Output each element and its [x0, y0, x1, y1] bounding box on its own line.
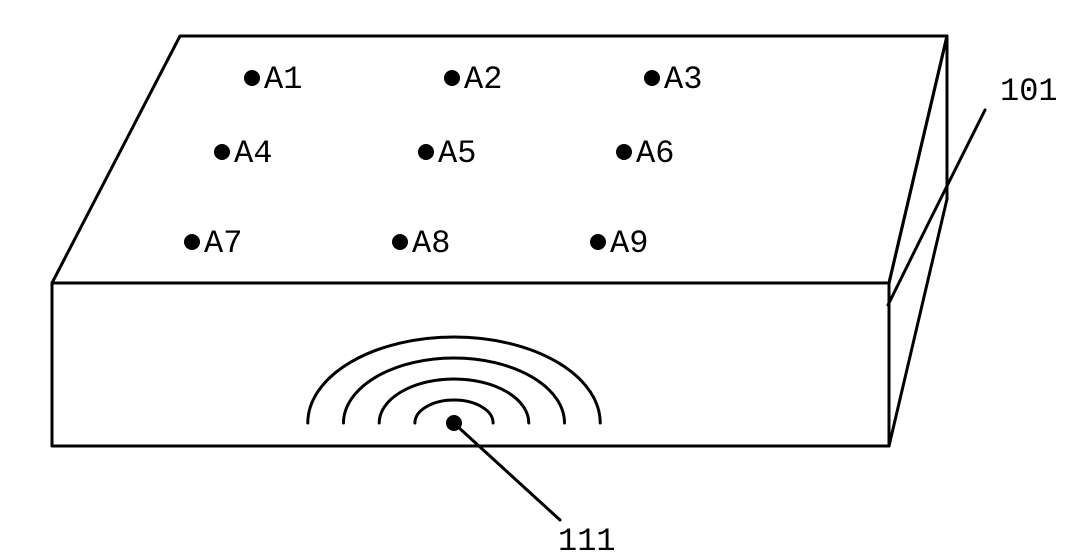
callout-label-101: 101 [1000, 73, 1058, 110]
point-a6 [616, 144, 632, 160]
label-a4: A4 [234, 135, 272, 172]
callout-label-111: 111 [558, 523, 616, 560]
label-a6: A6 [636, 135, 674, 172]
label-a9: A9 [610, 225, 648, 262]
label-a5: A5 [438, 135, 476, 172]
point-a7 [184, 234, 200, 250]
label-a8: A8 [412, 225, 450, 262]
label-a7: A7 [204, 225, 242, 262]
diagram-svg: A1 A2 A3 A4 A5 A6 A7 A8 A9 101 111 [0, 0, 1092, 560]
point-a9 [590, 234, 606, 250]
point-a2 [444, 70, 460, 86]
point-a8 [392, 234, 408, 250]
box-front-face [52, 283, 889, 446]
point-a4 [214, 144, 230, 160]
callout-line-101 [888, 110, 985, 305]
label-a1: A1 [264, 61, 302, 98]
label-a2: A2 [464, 61, 502, 98]
emitter-arc-3 [344, 358, 565, 423]
point-a5 [418, 144, 434, 160]
label-a3: A3 [664, 61, 702, 98]
point-a1 [244, 70, 260, 86]
point-a3 [644, 70, 660, 86]
callout-line-111 [457, 426, 560, 520]
